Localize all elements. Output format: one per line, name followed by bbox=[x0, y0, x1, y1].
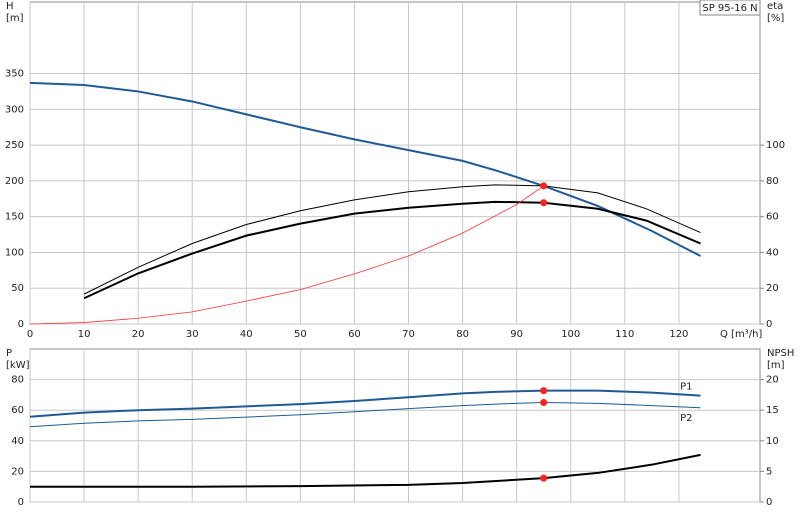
y-axis-label: H bbox=[6, 1, 14, 12]
y2-tick-label: 80 bbox=[766, 176, 779, 187]
duty-point bbox=[540, 199, 548, 207]
chart-title: SP 95-16 N bbox=[702, 3, 757, 14]
plot-frame bbox=[29, 1, 761, 325]
curve bbox=[29, 389, 701, 418]
x-tick-label: 100 bbox=[561, 329, 580, 340]
curve bbox=[30, 453, 701, 488]
x-tick-label: 120 bbox=[669, 329, 688, 340]
curve bbox=[29, 185, 544, 325]
y-tick-label: 20 bbox=[11, 466, 24, 477]
series-label: P1 bbox=[680, 382, 692, 393]
curve bbox=[83, 184, 701, 295]
y2-tick-label: 40 bbox=[766, 247, 779, 258]
y2-axis-label: eta bbox=[767, 1, 783, 12]
y-tick-label: 100 bbox=[5, 247, 24, 258]
duty-point bbox=[540, 387, 548, 395]
y2-tick-label: 0 bbox=[766, 497, 772, 508]
y2-tick-label: 0 bbox=[766, 319, 772, 330]
y2-tick-label: 5 bbox=[766, 466, 772, 477]
y-tick-label: 150 bbox=[5, 212, 24, 223]
y-tick-label: 200 bbox=[5, 176, 24, 187]
y2-tick-label: 60 bbox=[766, 212, 779, 223]
y-axis-label: [m] bbox=[6, 13, 24, 24]
curve bbox=[29, 402, 701, 428]
series-label: P2 bbox=[680, 413, 692, 424]
x-axis-label: Q [m³/h] bbox=[720, 329, 762, 340]
y-tick-label: 0 bbox=[18, 497, 24, 508]
y2-axis-label: NPSH bbox=[767, 348, 794, 359]
duty-point bbox=[540, 182, 548, 190]
x-tick-label: 50 bbox=[294, 329, 307, 340]
y2-axis-label: [%] bbox=[767, 13, 784, 24]
x-tick-label: 0 bbox=[27, 329, 33, 340]
plot-frame bbox=[29, 348, 761, 503]
y2-axis-label: [m] bbox=[767, 360, 785, 371]
y2-tick-label: 15 bbox=[766, 405, 779, 416]
y-tick-label: 250 bbox=[5, 140, 24, 151]
x-tick-label: 30 bbox=[186, 329, 199, 340]
y-tick-label: 80 bbox=[11, 375, 24, 386]
y-tick-label: 0 bbox=[18, 319, 24, 330]
y-tick-label: 350 bbox=[5, 69, 24, 80]
duty-point bbox=[540, 474, 548, 482]
y-tick-label: 40 bbox=[11, 436, 24, 447]
y2-tick-label: 20 bbox=[766, 375, 779, 386]
y2-tick-label: 20 bbox=[766, 283, 779, 294]
y-tick-label: 60 bbox=[11, 405, 24, 416]
x-tick-label: 70 bbox=[402, 329, 415, 340]
x-tick-label: 110 bbox=[615, 329, 634, 340]
curve bbox=[83, 200, 701, 300]
duty-point bbox=[540, 399, 548, 407]
title-box bbox=[699, 0, 761, 16]
x-tick-label: 10 bbox=[78, 329, 91, 340]
x-tick-label: 60 bbox=[348, 329, 361, 340]
x-tick-label: 40 bbox=[240, 329, 253, 340]
curve bbox=[29, 81, 701, 257]
y-axis-label: [kW] bbox=[6, 360, 30, 371]
x-tick-label: 90 bbox=[510, 329, 523, 340]
y2-tick-label: 10 bbox=[766, 436, 779, 447]
y-tick-label: 50 bbox=[11, 283, 24, 294]
y2-tick-label: 100 bbox=[766, 140, 785, 151]
y-tick-label: 300 bbox=[5, 104, 24, 115]
x-tick-label: 20 bbox=[132, 329, 145, 340]
y-axis-label: P bbox=[6, 348, 12, 359]
x-tick-label: 80 bbox=[456, 329, 469, 340]
